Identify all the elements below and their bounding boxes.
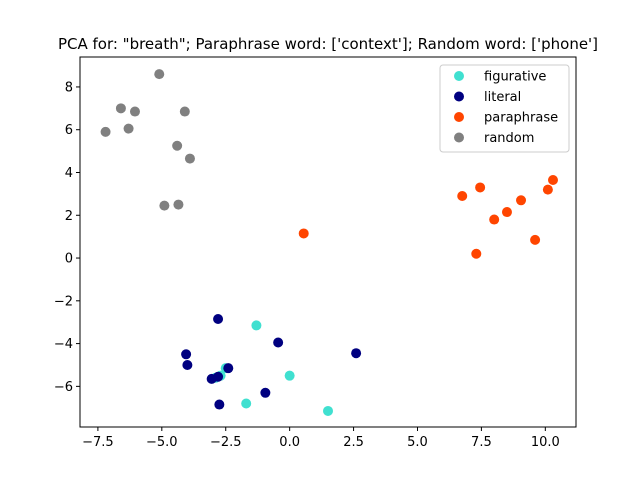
random-point — [129, 106, 140, 117]
y-tick-label: −2 — [54, 294, 73, 309]
legend-marker-random — [454, 132, 464, 143]
random-point — [159, 200, 170, 211]
legend-box — [439, 64, 570, 153]
x-tick-label: 2.5 — [343, 435, 364, 450]
random-point — [179, 106, 190, 117]
figurative-point — [241, 398, 252, 409]
y-axis: −6 −4 −2 0 2 4 6 8 — [54, 80, 80, 395]
random-point — [184, 153, 195, 164]
literal-point — [181, 349, 192, 360]
figurative-point — [323, 405, 333, 416]
y-tick-label: 2 — [65, 209, 73, 224]
random-point — [123, 123, 134, 134]
x-tick-label: −2.5 — [210, 435, 242, 450]
x-tick-label: 0.0 — [279, 435, 300, 450]
literal-point — [223, 363, 234, 374]
y-tick-label: 8 — [65, 80, 73, 95]
x-tick-label: 10.0 — [531, 435, 560, 450]
legend-marker-paraphrase — [454, 112, 464, 122]
series-literal — [181, 313, 362, 410]
axes-frame — [79, 56, 577, 428]
paraphrase-point — [298, 228, 309, 239]
series-random — [100, 69, 195, 211]
legend: figurative literal paraphrase random — [439, 64, 570, 153]
y-tick-label: 0 — [65, 252, 73, 267]
y-tick-label: −6 — [54, 380, 73, 395]
plot-area: −7.5 −5.0 −2.5 0.0 2.5 5.0 7.5 10.0 −6 −4 −2 0 2 4 6 8 — [54, 56, 577, 450]
random-point — [172, 140, 183, 151]
random-point — [154, 69, 165, 80]
figurative-point — [251, 320, 262, 331]
literal-point — [260, 387, 271, 398]
paraphrase-point — [489, 214, 500, 225]
legend-marker-literal — [454, 91, 464, 102]
literal-point — [273, 337, 284, 348]
y-tick-label: 4 — [65, 166, 73, 181]
legend-marker-figurative — [454, 71, 464, 81]
literal-point — [351, 348, 362, 359]
literal-point — [182, 359, 193, 370]
random-point — [115, 103, 126, 114]
paraphrase-point — [542, 184, 553, 195]
paraphrase-point — [516, 195, 527, 206]
x-axis: −7.5 −5.0 −2.5 0.0 2.5 5.0 7.5 10.0 — [82, 427, 560, 450]
random-point — [173, 199, 184, 210]
x-tick-label: −7.5 — [82, 435, 114, 450]
x-tick-label: 7.5 — [471, 435, 492, 450]
y-tick-label: 6 — [65, 123, 73, 138]
literal-point — [213, 313, 224, 324]
random-point — [100, 126, 111, 137]
series-paraphrase — [298, 174, 558, 259]
paraphrase-point — [457, 191, 468, 202]
figurative-point — [284, 370, 295, 381]
literal-point — [214, 399, 225, 410]
chart-title: PCA for: "breath"; Paraphrase word: ['co… — [58, 35, 598, 53]
legend-entries: figurative literal paraphrase random — [454, 70, 558, 146]
x-tick-label: 5.0 — [407, 435, 428, 450]
x-tick-label: −5.0 — [146, 435, 178, 450]
literal-point — [206, 373, 217, 384]
legend-label-paraphrase: paraphrase — [484, 111, 558, 126]
legend-label-random: random — [484, 131, 534, 146]
paraphrase-point — [530, 234, 541, 245]
legend-label-figurative: figurative — [484, 70, 546, 85]
y-tick-label: −4 — [54, 337, 73, 352]
paraphrase-point — [471, 248, 482, 259]
paraphrase-point — [475, 182, 486, 193]
data-points — [100, 69, 558, 416]
paraphrase-point — [501, 207, 512, 218]
legend-label-literal: literal — [484, 90, 521, 105]
paraphrase-point — [547, 174, 558, 185]
